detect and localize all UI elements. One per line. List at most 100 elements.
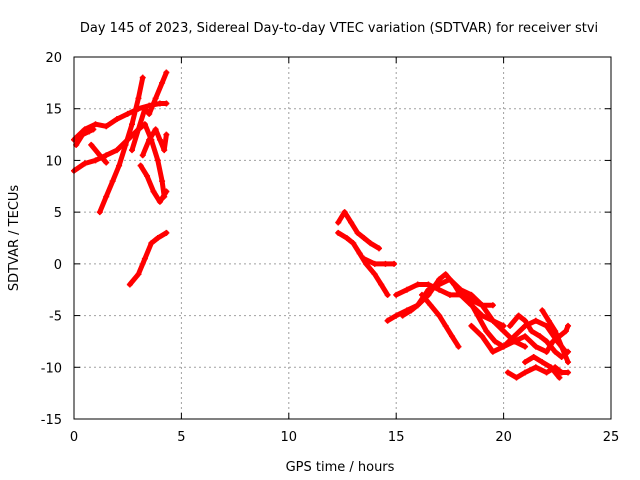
series-arc-20 xyxy=(539,307,572,366)
data-point-marker xyxy=(161,147,168,154)
tick-labels: 0 5 10 15 20 25 -15 -10 -5 0 5 10 15 20 xyxy=(41,51,620,445)
data-point-marker xyxy=(537,333,544,340)
data-point-marker xyxy=(376,245,383,252)
data-point-marker xyxy=(528,328,535,335)
data-point-marker xyxy=(92,157,99,164)
y-tick-label: 15 xyxy=(45,103,62,118)
data-point-marker xyxy=(152,95,159,102)
data-point-marker xyxy=(141,121,148,128)
data-point-marker xyxy=(122,141,129,148)
data-point-marker xyxy=(135,271,142,278)
data-point-marker xyxy=(348,219,355,226)
data-point-marker xyxy=(154,157,161,164)
x-tick-label: 10 xyxy=(281,430,298,445)
data-point-marker xyxy=(565,359,572,366)
y-tick-label: -10 xyxy=(41,361,62,376)
data-point-marker xyxy=(436,312,443,319)
data-point-marker xyxy=(545,317,552,324)
y-tick-label: -15 xyxy=(41,413,62,428)
data-point-marker xyxy=(128,147,135,154)
data-point-marker xyxy=(124,110,131,117)
series-arc-22 xyxy=(504,364,572,381)
data-point-marker xyxy=(532,343,539,350)
data-point-marker xyxy=(558,369,565,376)
data-point-marker xyxy=(468,322,475,329)
data-point-marker xyxy=(442,271,449,278)
data-point-marker xyxy=(159,178,166,185)
y-tick-label: 0 xyxy=(54,258,62,273)
x-tick-label: 5 xyxy=(177,430,185,445)
data-point-marker xyxy=(550,338,557,345)
data-point-marker xyxy=(354,229,361,236)
data-point-marker xyxy=(139,152,146,159)
data-point-marker xyxy=(148,240,155,247)
series-trace xyxy=(468,323,550,355)
series-arc-09 xyxy=(126,229,170,288)
y-tick-label: 5 xyxy=(54,206,62,221)
data-point-marker xyxy=(335,229,342,236)
data-point-marker xyxy=(393,291,400,298)
data-point-marker xyxy=(92,121,99,128)
data-point-marker xyxy=(457,286,464,293)
data-point-marker xyxy=(371,260,378,267)
series-trace xyxy=(505,364,571,381)
data-point-marker xyxy=(543,322,550,329)
data-point-marker xyxy=(414,281,421,288)
data-point-marker xyxy=(500,343,507,350)
data-point-marker xyxy=(163,100,170,107)
data-point-marker xyxy=(382,260,389,267)
data-point-marker xyxy=(565,369,572,376)
series-arc-16 xyxy=(418,291,462,350)
data-point-marker xyxy=(360,255,367,262)
series-arc-08 xyxy=(137,162,170,205)
data-point-marker xyxy=(141,105,148,112)
data-point-marker xyxy=(154,235,161,241)
series-arc-10 xyxy=(335,209,383,252)
x-tick-label: 25 xyxy=(603,430,620,445)
axis-ticks xyxy=(73,56,612,420)
data-point-marker xyxy=(565,322,572,329)
series-arc-21 xyxy=(543,322,572,355)
series-trace xyxy=(400,276,528,350)
data-point-marker xyxy=(530,353,537,360)
data-point-marker xyxy=(150,188,157,195)
data-point-marker xyxy=(135,126,142,133)
data-point-marker xyxy=(96,152,103,159)
data-point-marker xyxy=(532,364,539,371)
data-point-marker xyxy=(88,141,95,148)
data-point-marker xyxy=(378,281,385,288)
data-point-marker xyxy=(492,338,499,345)
series-arc-12 xyxy=(360,255,398,267)
series-arc-06 xyxy=(128,69,170,154)
data-point-marker xyxy=(425,281,432,288)
data-point-marker xyxy=(436,281,443,288)
data-point-marker xyxy=(547,364,554,371)
data-point-marker xyxy=(532,317,539,324)
data-point-marker xyxy=(457,291,464,298)
data-point-marker xyxy=(436,276,443,283)
data-point-marker xyxy=(522,343,529,350)
x-tick-label: 20 xyxy=(495,430,512,445)
data-point-marker xyxy=(552,328,559,335)
data-point-marker xyxy=(399,312,406,319)
data-point-marker xyxy=(562,328,569,335)
data-point-marker xyxy=(425,286,432,293)
data-point-marker xyxy=(384,291,391,298)
data-point-marker xyxy=(556,374,563,381)
data-point-marker xyxy=(96,209,103,216)
data-point-marker xyxy=(511,333,518,340)
data-point-marker xyxy=(446,276,453,283)
x-tick-label: 15 xyxy=(388,430,405,445)
data-point-marker xyxy=(455,343,462,350)
data-point-marker xyxy=(90,126,97,133)
series-arc-23 xyxy=(522,353,563,381)
data-point-marker xyxy=(427,302,434,309)
data-point-marker xyxy=(466,297,473,304)
data-point-marker xyxy=(356,250,363,257)
data-point-marker xyxy=(468,291,475,298)
data-point-marker xyxy=(543,338,550,345)
data-point-marker xyxy=(539,307,546,314)
data-point-marker xyxy=(543,348,550,355)
